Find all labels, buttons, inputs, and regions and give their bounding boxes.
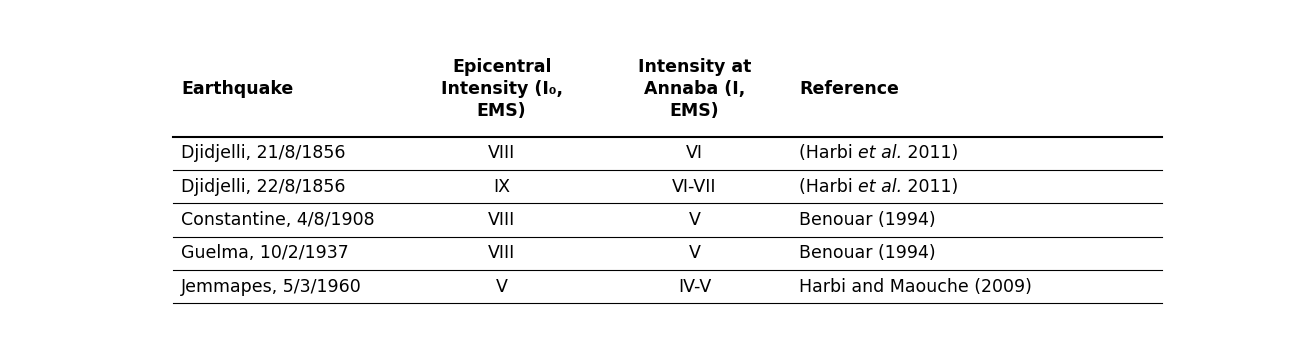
Text: Constantine, 4/8/1908: Constantine, 4/8/1908 [181, 211, 375, 229]
Text: Djidjelli, 22/8/1856: Djidjelli, 22/8/1856 [181, 178, 345, 196]
Text: V: V [689, 244, 700, 263]
Text: et al.: et al. [858, 178, 902, 196]
Text: VI-VII: VI-VII [672, 178, 716, 196]
Text: Jemmapes, 5/3/1960: Jemmapes, 5/3/1960 [181, 278, 362, 296]
Text: Epicentral
Intensity (I₀,
EMS): Epicentral Intensity (I₀, EMS) [440, 58, 562, 120]
Text: Harbi and Maouche (2009): Harbi and Maouche (2009) [799, 278, 1031, 296]
Text: IV-V: IV-V [678, 278, 711, 296]
Text: (Harbi: (Harbi [799, 178, 858, 196]
Text: Guelma, 10/2/1937: Guelma, 10/2/1937 [181, 244, 349, 263]
Text: Djidjelli, 21/8/1856: Djidjelli, 21/8/1856 [181, 145, 345, 162]
Text: Earthquake: Earthquake [181, 80, 293, 98]
Text: VI: VI [686, 145, 703, 162]
Text: Benouar (1994): Benouar (1994) [799, 244, 936, 263]
Text: 2011): 2011) [902, 178, 958, 196]
Text: 2011): 2011) [902, 145, 958, 162]
Text: Benouar (1994): Benouar (1994) [799, 211, 936, 229]
Text: IX: IX [493, 178, 510, 196]
Text: VIII: VIII [488, 211, 516, 229]
Text: Intensity at
Annaba (I,
EMS): Intensity at Annaba (I, EMS) [638, 58, 751, 120]
Text: Reference: Reference [799, 80, 898, 98]
Text: V: V [496, 278, 508, 296]
Text: V: V [689, 211, 700, 229]
Text: VIII: VIII [488, 244, 516, 263]
Text: VIII: VIII [488, 145, 516, 162]
Text: et al.: et al. [858, 145, 902, 162]
Text: (Harbi: (Harbi [799, 145, 858, 162]
